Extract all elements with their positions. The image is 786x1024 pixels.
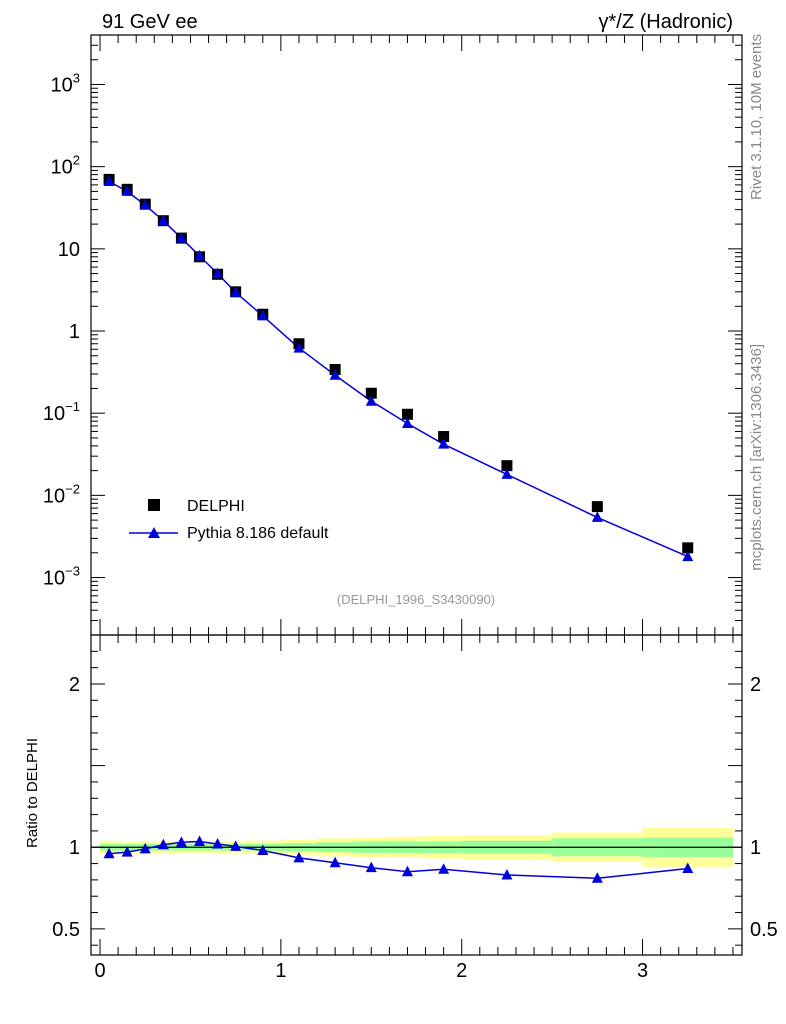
mc-point [293, 342, 305, 353]
ratio-point [175, 836, 187, 847]
y-tick-label: 102 [51, 153, 80, 179]
ratio-y-tick-label-right: 0.5 [750, 919, 778, 941]
ratio-point [682, 862, 694, 873]
mcplots-label: mcplots.cern.ch [arXiv:1306.3436] [748, 344, 765, 571]
ratio-point [365, 861, 377, 873]
ratio-frame [90, 634, 743, 956]
x-tick-label: 0 [94, 960, 105, 982]
y-tick-label: 10−3 [43, 564, 80, 590]
analysis-label: (DELPHI_1996_S3430090) [337, 592, 495, 607]
x-tick-label: 2 [456, 960, 467, 982]
ratio-point [230, 840, 242, 851]
legend-mc-label: Pythia 8.186 default [187, 525, 329, 542]
x-tick-label: 1 [275, 960, 286, 982]
y-tick-label: 1 [69, 321, 80, 343]
y-tick-label: 10−1 [43, 399, 80, 425]
ratio-point [121, 846, 133, 857]
ratio-y-axis-label: Ratio to DELPHI [24, 738, 41, 848]
ratio-y-tick-label-right: 2 [750, 674, 761, 696]
ratio-point [103, 847, 115, 859]
ratio-point [501, 869, 513, 880]
mc-point [194, 249, 205, 261]
ratio-panel: 0 1 2 3 2 2 1 1 0.5 0.5 Ratio to DELPHI [24, 634, 778, 982]
ratio-axis-ticks: 0 1 2 3 2 2 1 1 0.5 0.5 [52, 635, 778, 982]
ratio-y-tick-label: 0.5 [52, 919, 80, 941]
mc-point [121, 185, 133, 196]
mc-point [365, 395, 377, 406]
ratio-y-tick-label-right: 1 [750, 837, 761, 859]
legend: DELPHI Pythia 8.186 default [129, 498, 329, 542]
mc-point [438, 438, 450, 449]
data-point [501, 460, 513, 472]
header-left-title: 91 GeV ee [102, 11, 198, 33]
ratio-y-tick-label: 2 [69, 674, 80, 696]
ratio-y-tick-label: 1 [69, 837, 80, 859]
mc-point [157, 214, 169, 226]
ratio-point [293, 851, 305, 863]
mc-point [501, 468, 513, 479]
ratio-series-markers [103, 835, 694, 883]
mc-point [329, 369, 341, 380]
main-series-markers [103, 173, 694, 562]
legend-data-label: DELPHI [187, 498, 245, 515]
header-right-title: γ*/Z (Hadronic) [599, 11, 733, 33]
ratio-point [257, 844, 269, 856]
mc-point [175, 232, 187, 243]
data-point [682, 542, 694, 554]
ratio-point [157, 838, 169, 850]
mc-point [591, 511, 603, 522]
y-tick-label: 10−2 [43, 481, 80, 507]
data-point [365, 387, 377, 399]
ratio-point [139, 842, 151, 854]
rivet-version-label: Rivet 3.1.10, 10M events [748, 34, 765, 200]
legend-mc-marker [148, 527, 160, 538]
ratio-point [438, 863, 450, 874]
mc-point [230, 286, 242, 297]
data-point [438, 431, 450, 443]
mc-point [139, 199, 151, 210]
mc-point [682, 550, 694, 562]
ratio-point [591, 872, 603, 883]
ratio-point [329, 856, 341, 868]
mc-point [257, 309, 269, 321]
mc-point [401, 417, 413, 428]
y-tick-label: 103 [51, 70, 80, 96]
ratio-point [401, 865, 413, 877]
ratio-point [194, 835, 205, 847]
data-point [591, 501, 603, 513]
mc-point [103, 175, 115, 186]
mc-point [212, 267, 224, 279]
main-frame [90, 34, 743, 636]
data-point [401, 408, 413, 420]
y-tick-label: 10 [58, 239, 80, 261]
x-tick-label: 3 [637, 960, 648, 982]
ratio-point [212, 837, 224, 849]
legend-data-marker [148, 499, 160, 511]
